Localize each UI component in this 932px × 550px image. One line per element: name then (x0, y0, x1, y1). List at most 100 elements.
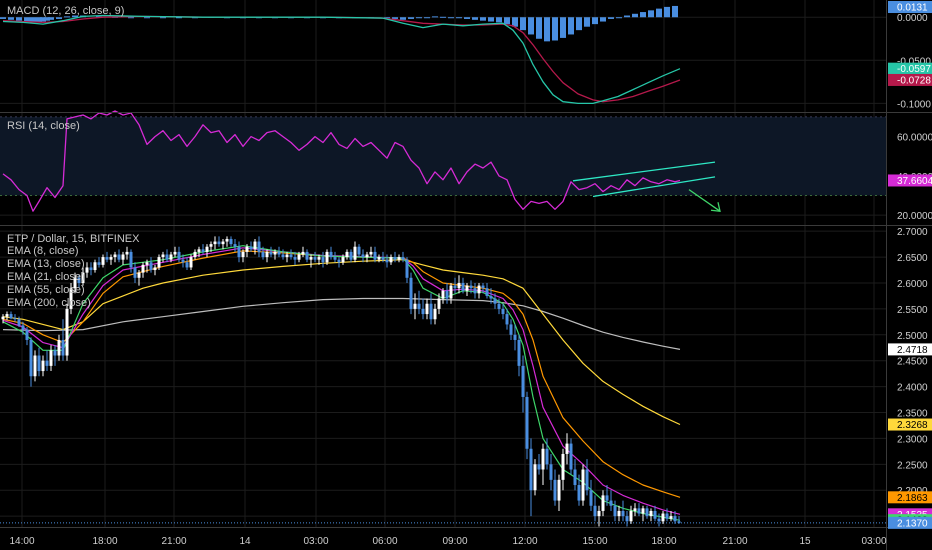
candle-body (201, 249, 205, 252)
macd-hist-bar (72, 15, 78, 18)
macd-hist-bar (672, 5, 678, 18)
macd-hist-bar (40, 17, 46, 22)
candle-body (601, 495, 605, 511)
macd-hist-bar (30, 17, 36, 23)
legend-ema13: EMA (13, close) (7, 258, 85, 270)
candle-body (421, 308, 425, 315)
candle-body (325, 251, 329, 263)
legend-ema8: EMA (8, close) (7, 245, 79, 257)
macd-hist-bar (472, 17, 478, 20)
macd-hist-bar (416, 17, 422, 19)
legend-ema200: EMA (200, close) (7, 297, 91, 309)
macd-hist-bar (128, 17, 134, 19)
macd-hist-bar (0, 17, 6, 19)
candle-body (509, 324, 513, 335)
candle-body (177, 251, 181, 260)
candle-body (493, 298, 497, 304)
candle-body (453, 285, 457, 289)
candle-body (229, 238, 233, 245)
rsi-value-label: 37.6604 (897, 176, 932, 187)
candle-body (461, 282, 465, 291)
macd-hist-bar (512, 17, 518, 27)
candle-body (49, 350, 53, 366)
candle-body (193, 251, 197, 258)
candle-body (625, 516, 629, 522)
rsi-tick-label: 60.0000 (897, 133, 932, 144)
candle-body (45, 360, 49, 366)
macd-hist-bar (608, 17, 614, 19)
macd-hist-bar (432, 16, 438, 18)
candle-body (657, 518, 661, 522)
candle-body (629, 510, 633, 522)
macd-value-label-bg (888, 73, 932, 86)
price-tick-label: 2.4500 (897, 357, 928, 368)
time-axis: 14:00 18:00 21:00 14 03:00 06:00 09:00 12:00 15:… (9, 536, 886, 547)
macd-hist-bar (176, 17, 182, 19)
candle-body (133, 267, 137, 278)
candle-body (69, 288, 73, 309)
macd-hist-bar (656, 8, 662, 18)
candle-body (653, 510, 657, 519)
candles (1, 236, 681, 527)
candle-body (349, 251, 353, 260)
candle-body (129, 251, 133, 268)
candle-body (37, 355, 41, 372)
candle-body (361, 254, 365, 258)
candle-body (377, 257, 381, 260)
time-tick-label: 03:00 (303, 536, 328, 547)
time-tick-label: 21:00 (722, 536, 747, 547)
candle-body (353, 246, 357, 260)
candle-body (357, 246, 361, 255)
candle-body (293, 257, 297, 260)
time-tick-label: 14:00 (9, 536, 34, 547)
candle-body (265, 251, 269, 258)
candle-body (581, 469, 585, 501)
candle-body (517, 339, 521, 366)
candle-body (513, 334, 517, 340)
candle-body (497, 303, 501, 309)
macd-tick-label: 0.0000 (897, 13, 928, 24)
candle-body (125, 251, 129, 255)
candle-body (121, 254, 125, 260)
candle-body (441, 290, 445, 299)
candle-body (277, 251, 281, 255)
candle-body (57, 339, 61, 356)
candle-body (401, 257, 405, 260)
candle-body (437, 298, 441, 309)
macd-hist-bar (456, 17, 462, 19)
macd-tick-label: -0.0500 (897, 56, 931, 67)
rsi-line (2, 110, 681, 212)
time-tick-label: 12:00 (512, 536, 537, 547)
candle-body (101, 257, 105, 265)
candle-body (549, 464, 553, 480)
candle-body (89, 267, 93, 271)
candle-body (413, 303, 417, 309)
price-tick-label: 2.5000 (897, 331, 928, 342)
candle-body (505, 314, 509, 325)
candle-body (617, 510, 621, 517)
macd-value-label: -0.0728 (897, 75, 931, 86)
price-tick-label: 2.4000 (897, 383, 928, 394)
candle-body (61, 339, 65, 356)
candle-body (553, 479, 557, 501)
price-value-label: 2.4718 (897, 345, 928, 356)
candle-body (197, 249, 201, 252)
candle-body (333, 257, 337, 260)
legend-ema55: EMA (55, close) (7, 284, 85, 296)
candle-body (389, 257, 393, 263)
candle-body (397, 257, 401, 260)
candle-body (641, 508, 645, 514)
candle-body (117, 254, 121, 260)
candle-body (29, 339, 33, 377)
candle-body (529, 448, 533, 491)
candle-body (373, 251, 377, 260)
macd-hist-bar (408, 17, 414, 19)
candle-body (669, 516, 673, 519)
macd-hist-bar (496, 17, 502, 23)
macd-hist-bar (96, 16, 102, 18)
time-tick-label: 09:00 (442, 536, 467, 547)
candle-body (169, 254, 173, 260)
candle-body (569, 443, 573, 470)
macd-value-label: -0.0597 (897, 64, 931, 75)
time-tick-label: 18:00 (651, 536, 676, 547)
